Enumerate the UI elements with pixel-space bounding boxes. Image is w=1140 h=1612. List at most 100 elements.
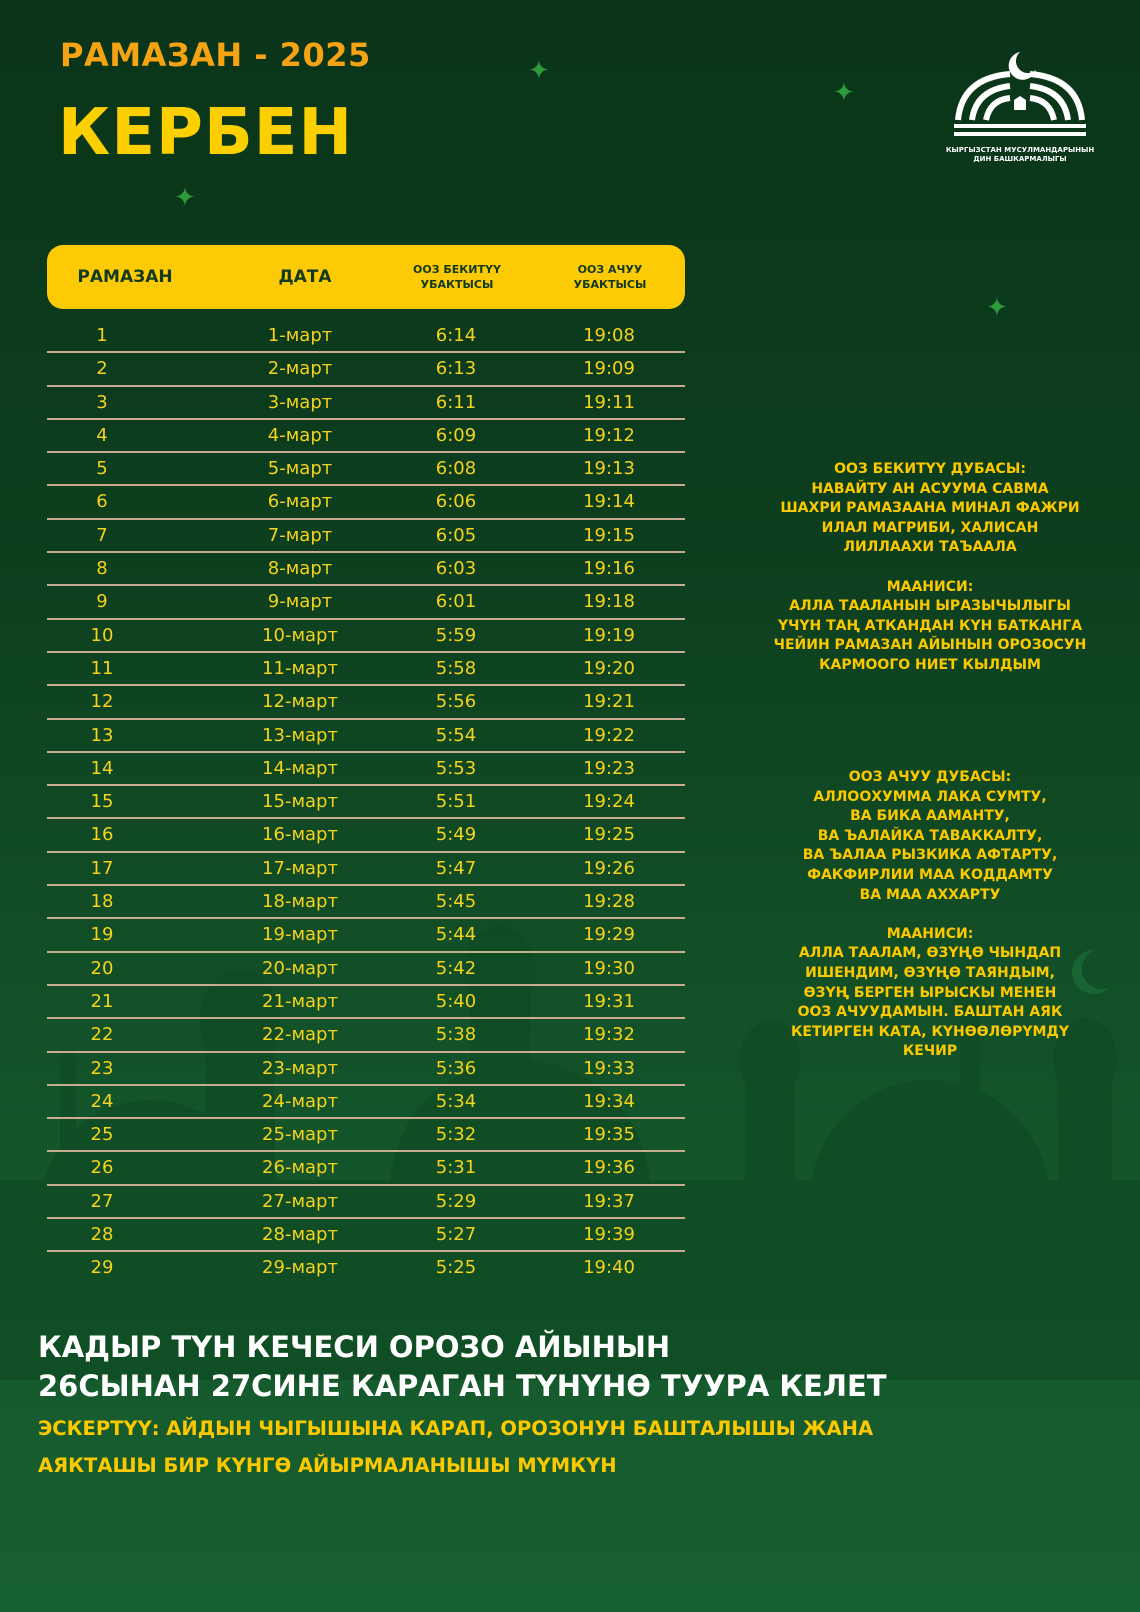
table-row: 20 20-март 5:42 19:30: [47, 953, 685, 986]
day-number-cell: 15: [90, 791, 114, 813]
dua-heading: МААНИСИ:: [886, 578, 974, 595]
date-cell: 24-март: [262, 1090, 338, 1112]
star-icon: ✦: [528, 56, 550, 86]
suhoor-time-cell: 6:11: [435, 391, 477, 413]
day-number-cell: 19: [90, 924, 114, 946]
iftar-time-cell: 19:24: [583, 791, 635, 813]
suhoor-time-cell: 5:53: [435, 757, 477, 779]
day-number-cell: 26: [90, 1157, 114, 1179]
table-row: 29 29-март 5:25 19:40: [47, 1252, 685, 1285]
header-suhoor: ООЗ БЕКИТҮҮ УБАКТЫСЫ: [413, 263, 501, 291]
table-row: 1 1-март 6:14 19:08: [47, 320, 685, 354]
date-cell: 13-март: [262, 724, 338, 746]
day-number-cell: 6: [96, 491, 108, 513]
date-cell: 5-март: [267, 458, 333, 480]
table-row: 2 2-март 6:13 19:09: [47, 353, 685, 387]
day-number-cell: 1: [96, 325, 108, 346]
date-cell: 1-март: [267, 325, 333, 346]
logo-caption: КЫРГЫЗСТАН МУСУЛМАНДАРЫНЫН ДИН БАШКАРМАЛ…: [945, 146, 1095, 163]
dua-line: ШАХРИ РАМАЗААНА МИНАЛ ФАЖРИ: [780, 500, 1080, 517]
iftar-time-cell: 19:22: [583, 724, 635, 746]
iftar-time-cell: 19:18: [583, 591, 635, 613]
date-cell: 26-март: [262, 1157, 338, 1179]
iftar-time-cell: 19:30: [583, 957, 635, 979]
suhoor-time-cell: 5:40: [435, 990, 477, 1012]
date-cell: 10-март: [262, 624, 338, 646]
table-row: 3 3-март 6:11 19:11: [47, 387, 685, 420]
day-number-cell: 8: [96, 558, 108, 580]
date-cell: 2-март: [267, 358, 333, 380]
day-number-cell: 7: [96, 524, 108, 546]
table-row: 28 28-март 5:27 19:39: [47, 1219, 685, 1253]
suhoor-time-cell: 5:42: [435, 957, 477, 979]
date-cell: 15-март: [262, 791, 338, 813]
suhoor-time-cell: 5:49: [435, 824, 477, 846]
iftar-time-cell: 19:28: [583, 891, 635, 913]
iftar-time-cell: 19:09: [583, 358, 635, 380]
table-row: 9 9-март 6:01 19:18: [47, 586, 685, 620]
table-row: 19 19-март 5:44 19:29: [47, 919, 685, 953]
suhoor-time-cell: 5:54: [435, 724, 477, 746]
iftar-time-cell: 19:34: [583, 1090, 635, 1112]
date-cell: 4-март: [267, 424, 333, 446]
day-number-cell: 5: [96, 458, 108, 480]
table-row: 12 12-март 5:56 19:21: [47, 686, 685, 720]
iftar-time-cell: 19:32: [583, 1024, 635, 1046]
subtitle: РАМАЗАН - 2025: [60, 36, 371, 74]
dua-line: АЛЛА ТААЛАМ, ӨЗҮҢӨ ЧЫНДАП: [798, 945, 1062, 962]
schedule-table: 1 1-март 6:14 19:08 2 2-март 6:13 19:09 3 3-март 6…: [47, 320, 685, 1286]
iftar-time-cell: 19:29: [583, 924, 635, 946]
table-row: 7 7-март 6:05 19:15: [47, 520, 685, 554]
date-cell: 28-март: [262, 1224, 338, 1246]
header-date: ДАТА: [278, 267, 332, 287]
iftar-time-cell: 19:12: [583, 424, 635, 446]
suhoor-time-cell: 5:38: [435, 1024, 477, 1046]
star-icon: ✦: [174, 183, 196, 213]
suhoor-time-cell: 5:45: [435, 891, 477, 913]
date-cell: 23-март: [262, 1057, 338, 1079]
iftar-time-cell: 19:25: [583, 824, 635, 846]
dua-heading: ООЗ БЕКИТҮҮ ДУБАСЫ:: [834, 461, 1026, 477]
suhoor-time-cell: 6:09: [435, 424, 477, 446]
day-number-cell: 29: [90, 1257, 114, 1279]
suhoor-time-cell: 6:01: [435, 591, 477, 613]
table-row: 24 24-март 5:34 19:34: [47, 1086, 685, 1120]
table-row: 27 27-март 5:29 19:37: [47, 1186, 685, 1220]
dua-line: КЕТИРГЕН КАТА, КҮНӨӨЛӨРҮМДҮ: [790, 1023, 1070, 1040]
dua-line: ВА МАА АХХАРТУ: [859, 886, 1001, 903]
dua-line: ЧЕЙИН РАМАЗАН АЙЫНЫН ОРОЗОСУН: [773, 637, 1087, 654]
suhoor-time-cell: 5:59: [435, 624, 477, 646]
iftar-time-cell: 19:23: [583, 757, 635, 779]
suhoor-time-cell: 5:27: [435, 1224, 477, 1246]
day-number-cell: 10: [90, 624, 114, 646]
dua-line: НАВАЙТУ АН АСУУМА САВМА: [811, 480, 1049, 497]
table-row: 11 11-март 5:58 19:20: [47, 653, 685, 687]
suhoor-time-cell: 5:32: [435, 1124, 477, 1146]
iftar-time-cell: 19:40: [583, 1257, 635, 1279]
date-cell: 6-март: [267, 491, 333, 513]
table-row: 10 10-март 5:59 19:19: [47, 620, 685, 653]
day-number-cell: 18: [90, 891, 114, 913]
dua-line: ӨЗҮҢ БЕРГЕН ЫРЫСКЫ МЕНЕН: [803, 984, 1057, 1001]
suhoor-time-cell: 6:06: [435, 491, 477, 513]
day-number-cell: 3: [96, 391, 108, 413]
date-cell: 3-март: [267, 391, 333, 413]
suhoor-time-cell: 5:51: [435, 791, 477, 813]
iftar-time-cell: 19:33: [583, 1057, 635, 1079]
suhoor-time-cell: 6:05: [435, 524, 477, 546]
table-row: 18 18-март 5:45 19:28: [47, 886, 685, 920]
dua-line: ИЛАЛ МАГРИБИ, ХАЛИСАН: [821, 519, 1039, 536]
date-cell: 7-март: [267, 524, 333, 546]
day-number-cell: 20: [90, 957, 114, 979]
table-row: 14 14-март 5:53 19:23: [47, 753, 685, 787]
suhoor-time-cell: 5:25: [435, 1257, 477, 1279]
day-number-cell: 12: [90, 691, 114, 713]
table-row: 16 16-март 5:49 19:25: [47, 819, 685, 853]
date-cell: 27-март: [262, 1190, 338, 1212]
suhoor-time-cell: 6:13: [435, 358, 477, 380]
date-cell: 18-март: [262, 891, 338, 913]
iftar-time-cell: 19:31: [583, 990, 635, 1012]
table-row: 5 5-март 6:08 19:13: [47, 453, 685, 487]
suhoor-time-cell: 5:47: [435, 857, 477, 879]
table-row: 13 13-март 5:54 19:22: [47, 720, 685, 753]
